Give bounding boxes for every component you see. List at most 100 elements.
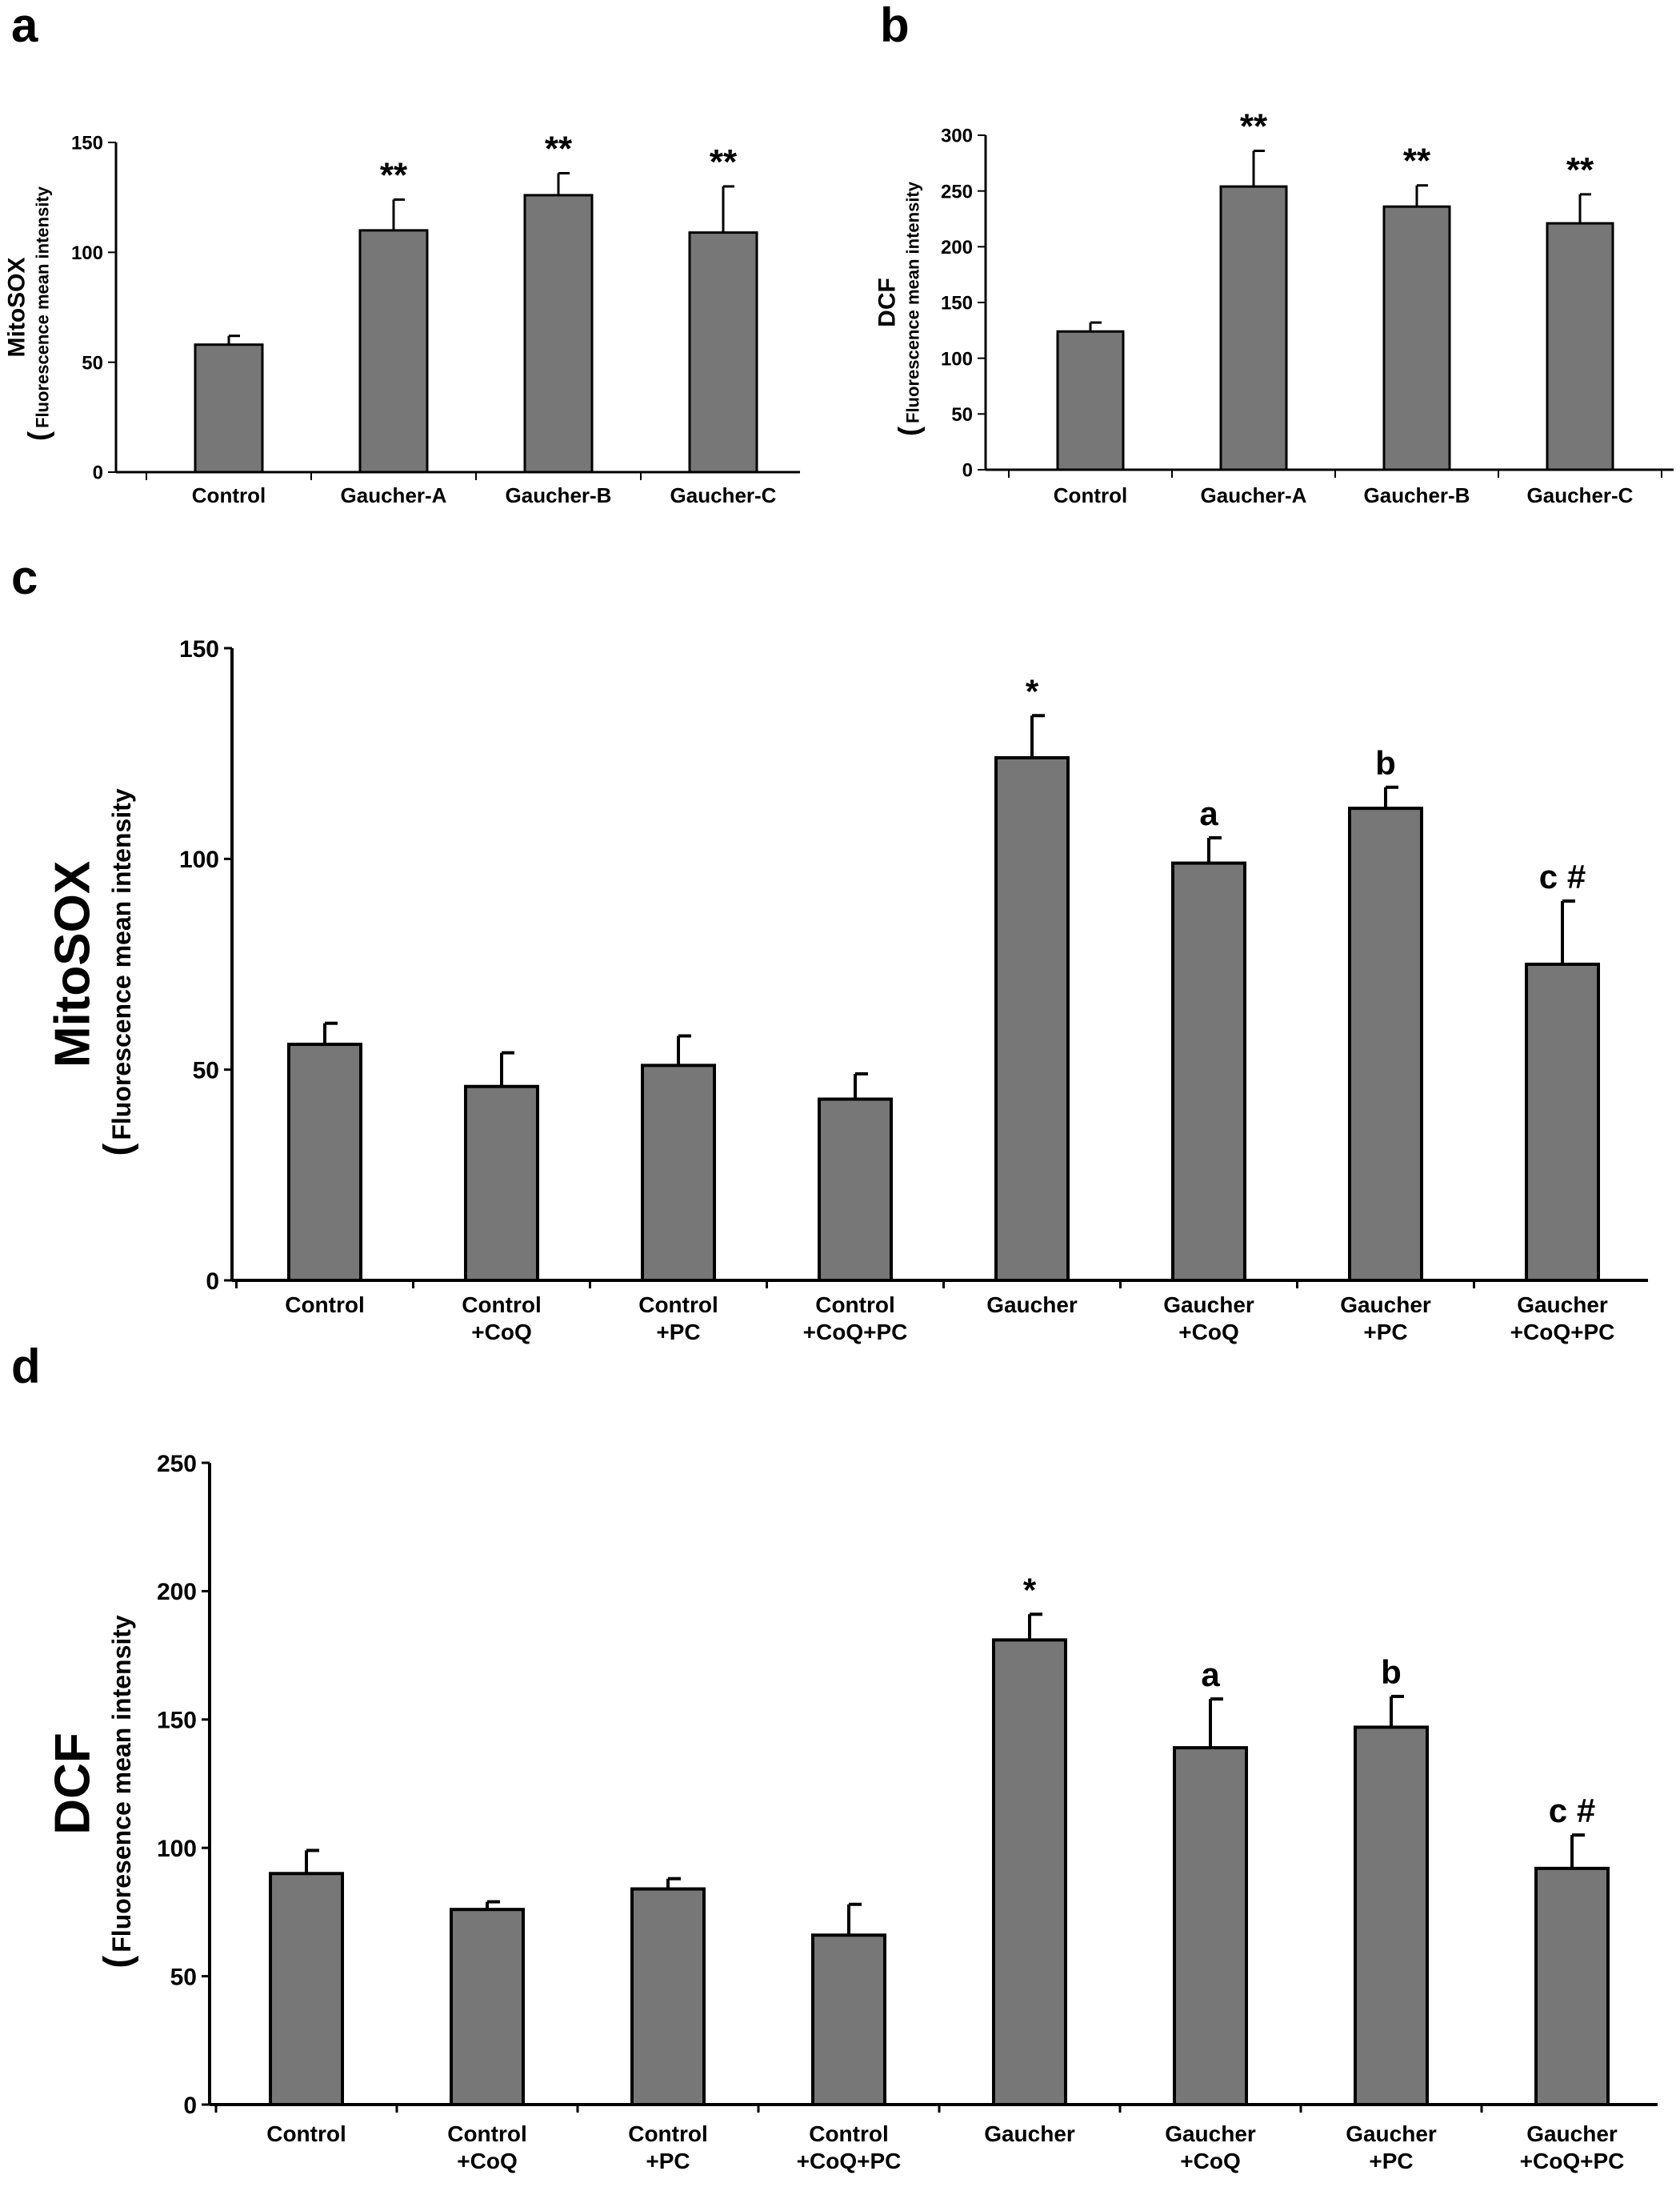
bar <box>1382 205 1451 471</box>
bar <box>1546 222 1614 471</box>
y-axis-subtitle: Fluorescence mean intensity <box>107 788 136 1140</box>
bar <box>1354 1725 1429 2107</box>
panel-letter-b: b <box>880 0 910 52</box>
y-axis-paren: ( <box>97 1144 139 1156</box>
category-label: Gaucher <box>1526 2121 1618 2146</box>
bar <box>1525 963 1600 1282</box>
category-label: +CoQ <box>1178 1320 1238 1344</box>
category-label: Gaucher <box>1165 2121 1256 2146</box>
bar <box>688 231 758 474</box>
y-axis-subtitle: Fluorescence mean intensity <box>33 186 53 428</box>
significance-annotation: * <box>1026 672 1039 710</box>
y-axis-title: DCF <box>874 278 901 327</box>
y-tick-label: 100 <box>179 847 219 873</box>
y-tick-label: 0 <box>206 1268 219 1295</box>
y-tick-label: 100 <box>941 348 973 370</box>
category-label: Gaucher-A <box>341 483 447 507</box>
bar <box>630 1887 706 2107</box>
y-tick-label: 0 <box>183 2093 197 2119</box>
bar <box>450 1908 525 2106</box>
category-label: Gaucher-B <box>1364 483 1470 507</box>
category-label: +CoQ+PC <box>1510 1320 1615 1344</box>
category-label: +CoQ+PC <box>803 1320 908 1344</box>
significance-annotation: ** <box>1566 150 1594 190</box>
bar <box>992 1638 1067 2107</box>
category-label: Control <box>192 483 266 507</box>
y-axis-paren: ( <box>893 427 926 436</box>
y-axis-title: MitoSOX <box>4 258 30 358</box>
category-label: Gaucher <box>986 1292 1078 1317</box>
y-axis-subtitle: Fluorescence mean intensity <box>903 181 923 423</box>
category-label: +CoQ <box>457 2149 517 2173</box>
y-tick-label: 250 <box>157 1451 197 1477</box>
bar <box>269 1872 344 2107</box>
category-label: Gaucher-C <box>1527 483 1634 507</box>
panel-letter-d: d <box>11 1340 41 1393</box>
significance-annotation: ** <box>380 155 408 194</box>
y-axis-paren: ( <box>22 431 55 441</box>
chart-b: 0 50 100 150 200 250 300 Control ** Gaucher-A ** Ga… <box>874 107 1674 507</box>
category-label: +CoQ+PC <box>1520 2149 1625 2173</box>
category-label: Control <box>628 2121 708 2146</box>
category-label: Control <box>462 1292 542 1317</box>
y-axis-label: MitoSOX Fluorescence mean intensity ( <box>46 788 139 1156</box>
bar <box>1534 1866 1610 2106</box>
significance-annotation: ** <box>710 142 738 182</box>
bar <box>358 229 429 474</box>
category-label: Control <box>447 2121 527 2146</box>
bar <box>1348 807 1423 1282</box>
category-label: Control <box>266 2121 346 2146</box>
bar <box>523 194 594 474</box>
bar <box>818 1097 893 1282</box>
y-tick-label: 100 <box>71 242 103 264</box>
category-label: Gaucher <box>1340 1292 1431 1317</box>
significance-annotation: c # <box>1539 858 1586 895</box>
bar <box>287 1043 362 1282</box>
y-tick-label: 150 <box>179 636 219 663</box>
y-axis-label: DCF Fluoresence mean intensity ( <box>46 1615 139 1969</box>
category-label: Control <box>638 1292 718 1317</box>
significance-annotation: b <box>1381 1653 1402 1691</box>
y-axis-title: DCF <box>46 1732 101 1834</box>
category-label: Control <box>815 1292 895 1317</box>
panel-letter-c: c <box>11 551 38 604</box>
category-label: +CoQ+PC <box>797 2149 902 2173</box>
panel-letter-a: a <box>11 0 38 52</box>
category-label: +PC <box>1363 1320 1407 1344</box>
y-tick-label: 50 <box>193 1057 219 1083</box>
y-tick-label: 0 <box>93 463 103 484</box>
bar <box>811 1933 886 2106</box>
y-axis-label: MitoSOX Fluorescence mean intensity ( <box>4 186 55 441</box>
y-tick-label: 50 <box>170 1964 197 1990</box>
category-label: Gaucher <box>1517 1292 1608 1317</box>
category-label: +PC <box>1369 2149 1413 2173</box>
y-tick-label: 0 <box>962 460 973 482</box>
y-tick-label: 200 <box>941 237 973 258</box>
category-label: Gaucher-A <box>1201 483 1307 507</box>
chart-c: 0 50 100 150 Control Control +CoQ Control +PC Con… <box>46 636 1648 1344</box>
category-label: Gaucher <box>984 2121 1075 2146</box>
category-label: +PC <box>656 1320 700 1344</box>
y-axis-subtitle: Fluoresence mean intensity <box>107 1615 136 1953</box>
bar <box>994 755 1070 1282</box>
significance-annotation: a <box>1201 1656 1220 1693</box>
y-tick-label: 50 <box>951 404 973 426</box>
y-tick-label: 50 <box>82 352 103 374</box>
y-axis-label: DCF Fluorescence mean intensity ( <box>874 181 926 436</box>
bar <box>1056 330 1125 471</box>
category-label: +CoQ <box>471 1320 531 1344</box>
significance-annotation: a <box>1199 795 1218 832</box>
category-label: Control <box>1054 483 1127 507</box>
bar <box>1171 861 1246 1282</box>
chart-a: 0 50 100 150 Control ** Gaucher-A ** Gaucher-B **… <box>4 129 800 507</box>
category-label: +PC <box>646 2149 690 2173</box>
significance-annotation: b <box>1375 744 1396 782</box>
y-tick-label: 300 <box>941 126 973 147</box>
y-tick-label: 150 <box>941 293 973 314</box>
y-tick-label: 150 <box>157 1708 197 1734</box>
y-tick-label: 200 <box>157 1579 197 1605</box>
category-label: Gaucher-B <box>506 483 612 507</box>
significance-annotation: c # <box>1549 1792 1595 1829</box>
significance-annotation: * <box>1023 1571 1037 1608</box>
